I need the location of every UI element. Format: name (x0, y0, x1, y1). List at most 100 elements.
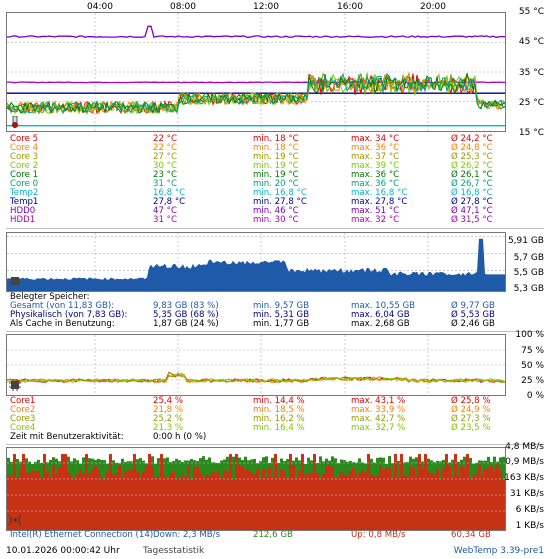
row-max: max. 33,9 % (351, 405, 406, 415)
row-current: 21,3 % (153, 423, 184, 433)
y-tick: 1 KB/s (515, 521, 544, 531)
activity-row: Zeit mit Benutzeraktivität: 0:00 h (0 %) (10, 433, 540, 442)
bar-upload (13, 454, 16, 530)
row-avg: Ø 16,8 °C (451, 188, 493, 198)
row-avg: Ø 26,1 °C (451, 170, 493, 180)
row-current: 1,87 GB (24 %) (153, 319, 219, 329)
bar-upload (64, 454, 67, 530)
row-current: 22 °C (153, 134, 177, 144)
row-name: HDD1 (10, 215, 36, 225)
bar-upload (196, 466, 199, 530)
table-row: Core2 21,8 % min. 18,5 % max. 33,9 % Ø 24,9 … (10, 406, 540, 415)
network-table: Intel(R) Ethernet Connection (14) Down: … (10, 531, 540, 540)
bar-upload (274, 454, 277, 530)
bar-upload (106, 471, 109, 530)
bar-upload (307, 473, 310, 530)
row-current: 9,83 GB (83 %) (153, 301, 219, 311)
bar-upload (301, 454, 304, 530)
bar-upload (424, 454, 427, 530)
network-row: Intel(R) Ethernet Connection (14) Down: … (10, 531, 540, 540)
bar-upload (466, 454, 469, 530)
row-name: Core1 (10, 396, 36, 406)
status-bar: 10.01.2026 00:00:42 Uhr Tagesstatistik W… (6, 546, 544, 557)
y-tick: 5,91 GB (507, 236, 544, 246)
network-chart (6, 447, 506, 531)
temperature-chart (6, 12, 506, 132)
bar-upload (166, 478, 169, 530)
bar-upload (280, 469, 283, 530)
series-core-5 (7, 72, 505, 115)
bar-upload (223, 470, 226, 530)
y-tick: 5,3 GB (513, 284, 544, 294)
row-min: min. 27,8 °C (253, 197, 307, 207)
bar-upload (319, 478, 322, 530)
bar-upload (337, 476, 340, 530)
bar-upload (406, 476, 409, 530)
bar-upload (37, 470, 40, 530)
bar-upload (373, 476, 376, 530)
memory-chip-icon (9, 275, 21, 287)
bar-upload (190, 479, 193, 530)
bar-upload (322, 473, 325, 530)
row-current: 21,8 % (153, 405, 184, 415)
bar-upload (403, 475, 406, 530)
stat-mode[interactable]: Tagesstatistik (143, 546, 205, 556)
row-current: 30 °C (153, 161, 177, 171)
bar-upload (250, 472, 253, 530)
y-tick: 25 °C (518, 98, 544, 108)
temperature-table: Core 5 22 °C min. 18 °C max. 34 °C Ø 24,2 °C… (10, 135, 540, 225)
y-tick: 55 °C (518, 7, 544, 17)
bar-upload (442, 468, 445, 530)
bar-upload (265, 476, 268, 530)
bar-upload (85, 454, 88, 530)
bar-upload (187, 465, 190, 530)
bar-upload (58, 467, 61, 530)
bar-upload (379, 465, 382, 530)
bar-upload (130, 469, 133, 530)
time-tick: 08:00 (170, 2, 196, 12)
row-min: min. 46 °C (253, 206, 299, 216)
table-row: Core 0 31 °C min. 20 °C max. 36 °C Ø 26,7 °C (10, 180, 540, 189)
bar-upload (490, 465, 493, 530)
bar-upload (487, 467, 490, 530)
row-max: max. 16,8 °C (351, 188, 408, 198)
bar-upload (22, 454, 25, 530)
row-avg: Ø 24,9 % (451, 405, 491, 415)
row-avg: Ø 27,8 °C (451, 197, 493, 207)
bar-upload (295, 478, 298, 530)
bar-upload (334, 477, 337, 530)
row-current: 5,35 GB (68 %) (153, 310, 219, 320)
bar-upload (67, 472, 70, 530)
bar-upload (418, 454, 421, 530)
memory-y-axis: 5,91 GB 5,7 GB 5,5 GB 5,3 GB (504, 236, 544, 296)
row-avg: Ø 23,5 % (451, 423, 491, 433)
bar-upload (397, 477, 400, 530)
bar-upload (445, 454, 448, 530)
time-axis: 04:00 08:00 12:00 16:00 20:00 (6, 2, 506, 12)
row-current: 47 °C (153, 206, 177, 216)
bar-upload (316, 473, 319, 530)
row-max: max. 43,1 % (351, 396, 406, 406)
cpu-plot (7, 335, 505, 395)
version-link[interactable]: WebTemp 3.39-pre1 (453, 546, 544, 556)
bar-upload (112, 474, 115, 530)
row-name: Temp2 (10, 188, 39, 198)
bar-upload (73, 478, 76, 530)
y-tick: 0,9 MB/s (505, 457, 544, 467)
row-current: 25,4 % (153, 396, 184, 406)
row-max: max. 27,8 °C (351, 197, 408, 207)
row-min: min. 18,5 % (253, 405, 305, 415)
table-row: Core 1 23 °C min. 19 °C max. 36 °C Ø 26,1 °C (10, 171, 540, 180)
bar-upload (235, 454, 238, 530)
bar-upload (91, 469, 94, 530)
bar-upload (484, 468, 487, 530)
row-min: min. 5,31 GB (253, 310, 310, 320)
y-tick: 5,7 GB (513, 253, 544, 263)
bar-upload (310, 472, 313, 530)
bar-upload (340, 472, 343, 530)
row-avg: Ø 25,8 % (451, 396, 491, 406)
bar-upload (82, 474, 85, 530)
row-max: max. 2,68 GB (351, 319, 410, 329)
row-current: 25,2 % (153, 414, 184, 424)
bar-upload (238, 465, 241, 530)
